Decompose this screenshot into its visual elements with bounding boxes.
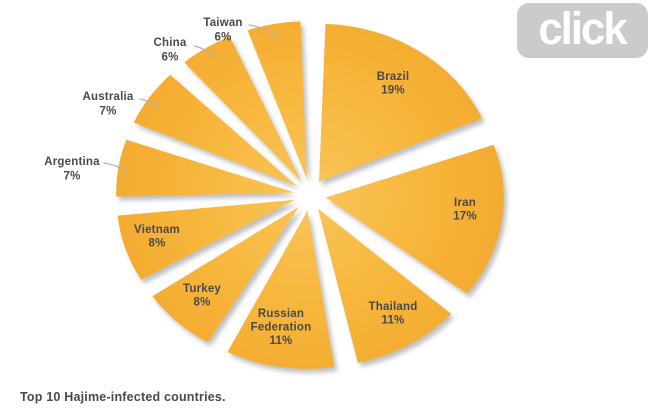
leader-line-taiwan xyxy=(248,24,280,38)
pie-slice-brazil xyxy=(319,23,482,182)
pie-slice-label: Taiwan xyxy=(203,17,242,29)
pie-slice-label: 8% xyxy=(193,297,210,309)
leader-line-argentina xyxy=(103,162,128,173)
pie-slice-china xyxy=(184,36,302,182)
pie-slice-russian-federation xyxy=(227,210,335,369)
chart-caption: Top 10 Hajime-infected countries. xyxy=(20,390,226,404)
pie-slice-label: 19% xyxy=(381,85,405,97)
logo-text: click xyxy=(538,3,628,54)
click-logo: click xyxy=(517,3,648,58)
pie-slice-label: 7% xyxy=(63,171,80,183)
pie-slice-argentina xyxy=(116,139,295,197)
pie-slice-label: Iran xyxy=(454,197,476,209)
pie-slice-label: Australia xyxy=(82,91,133,103)
pie-slice-label: 7% xyxy=(99,106,116,118)
pie-slice-label: Turkey xyxy=(183,283,221,295)
pie-slice-taiwan xyxy=(247,21,307,180)
pie-slice-label: Russian xyxy=(258,308,304,320)
pie-slice-label: Vietnam xyxy=(134,224,180,236)
pie-slice-thailand xyxy=(318,208,451,363)
pie-slice-australia xyxy=(133,74,297,186)
pie-slice-label: Thailand xyxy=(369,301,418,313)
pie-slice-turkey xyxy=(152,206,299,343)
leader-line-china xyxy=(193,45,216,58)
pie-slice-label: China xyxy=(154,37,187,49)
pie-slice-label: Federation xyxy=(251,322,312,334)
pie-slice-label: Brazil xyxy=(377,71,410,83)
leader-line-australia xyxy=(139,98,161,110)
pie-slice-label: 11% xyxy=(270,335,293,347)
pie-slice-label: 6% xyxy=(214,32,231,44)
pie-slice-label: 11% xyxy=(382,315,405,327)
pie-slice-label: 6% xyxy=(161,52,178,64)
pie-slice-label: 17% xyxy=(453,211,477,223)
pie-slice-label: 8% xyxy=(148,238,165,250)
pie-slice-vietnam xyxy=(117,199,295,280)
pie-slice-label: Argentina xyxy=(44,156,100,168)
pie-slice-iran xyxy=(325,144,504,294)
